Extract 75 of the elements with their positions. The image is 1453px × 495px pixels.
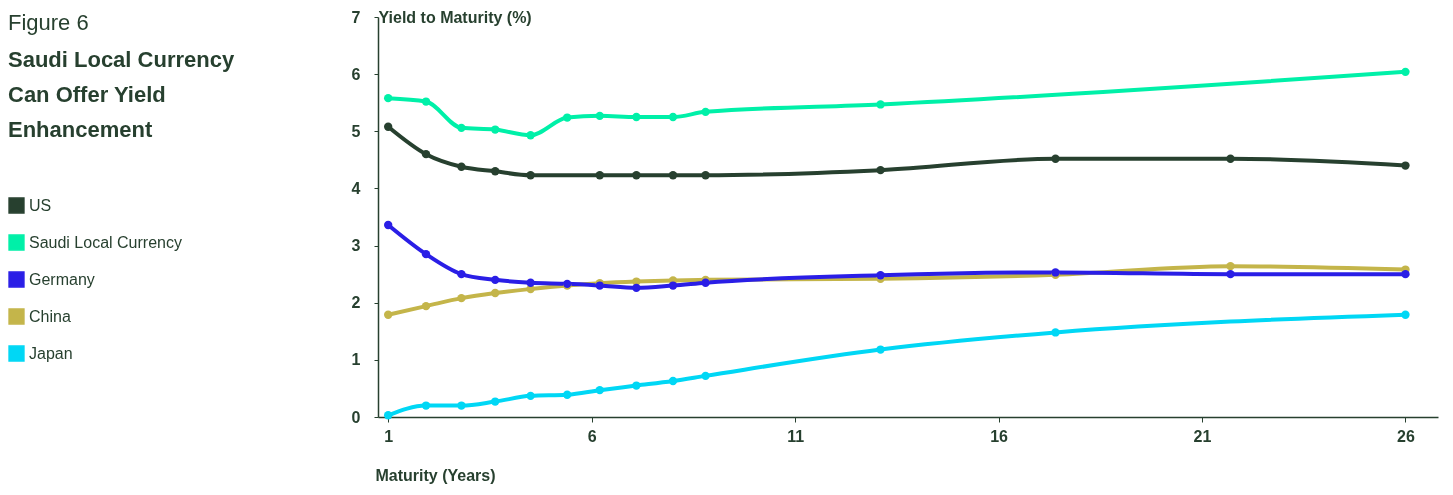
point (668, 376, 678, 386)
point (457, 269, 466, 279)
x-tick-label: 11 (787, 427, 805, 445)
point (1226, 261, 1235, 271)
point (876, 345, 885, 354)
legend-label: Japan (29, 344, 73, 362)
point (491, 275, 500, 285)
point (526, 131, 535, 140)
point (383, 122, 393, 131)
point (876, 100, 885, 109)
point (876, 165, 885, 175)
point (383, 411, 393, 420)
point (491, 125, 500, 134)
point (701, 171, 710, 180)
x-tick-label: 1 (384, 427, 394, 445)
point (1401, 269, 1410, 279)
point (457, 123, 466, 133)
point (1051, 154, 1060, 163)
x-tick-label: 6 (587, 427, 597, 445)
point (383, 93, 393, 103)
point (421, 149, 431, 159)
point (1401, 310, 1410, 319)
point (526, 278, 535, 287)
point (1226, 154, 1235, 163)
text: Saudi Local Currency Can Offer Yield Enhancement (8, 46, 236, 144)
point (701, 107, 710, 117)
point (563, 390, 572, 399)
point (1051, 328, 1060, 337)
point (526, 391, 535, 401)
point (491, 288, 500, 298)
y-tick-label: 5 (351, 122, 361, 140)
x-tick-label: 21 (1193, 427, 1212, 445)
point (595, 385, 604, 395)
legend-label: China (29, 307, 71, 325)
legend-label: US (29, 196, 52, 214)
point (632, 112, 641, 122)
text: Figure 6 (8, 10, 90, 36)
point (632, 171, 641, 180)
point (421, 97, 431, 106)
point (421, 249, 431, 259)
point (1401, 161, 1410, 170)
legend-label: Saudi Local Currency (29, 233, 182, 251)
x-axis-title: Maturity (Years) (375, 466, 496, 484)
point (632, 381, 641, 390)
point (491, 397, 500, 406)
point (701, 371, 710, 381)
y-tick-label: 1 (351, 351, 361, 369)
y-tick-label: 7 (351, 8, 361, 26)
point (595, 111, 604, 121)
y-tick-label: 6 (351, 65, 361, 83)
point (491, 167, 500, 176)
y-tick-label: 0 (351, 408, 361, 426)
point (632, 283, 641, 293)
legend-label: Germany (29, 270, 95, 288)
y-axis-title: Yield to Maturity (%) (378, 8, 532, 26)
point (668, 112, 678, 122)
point (1226, 269, 1235, 279)
point (668, 171, 678, 180)
y-tick-label: 3 (351, 237, 361, 255)
point (383, 310, 393, 319)
point (595, 171, 604, 180)
x-tick-label: 16 (990, 427, 1009, 445)
point (668, 281, 678, 290)
point (383, 220, 393, 230)
x-tick-label: 26 (1397, 427, 1415, 445)
point (457, 162, 466, 171)
point (457, 401, 466, 410)
point (526, 171, 535, 180)
point (1401, 67, 1410, 77)
y-tick-label: 2 (351, 294, 361, 312)
point (421, 401, 431, 410)
point (563, 113, 572, 122)
point (457, 293, 466, 303)
y-tick-label: 4 (351, 179, 361, 197)
point (421, 301, 431, 311)
